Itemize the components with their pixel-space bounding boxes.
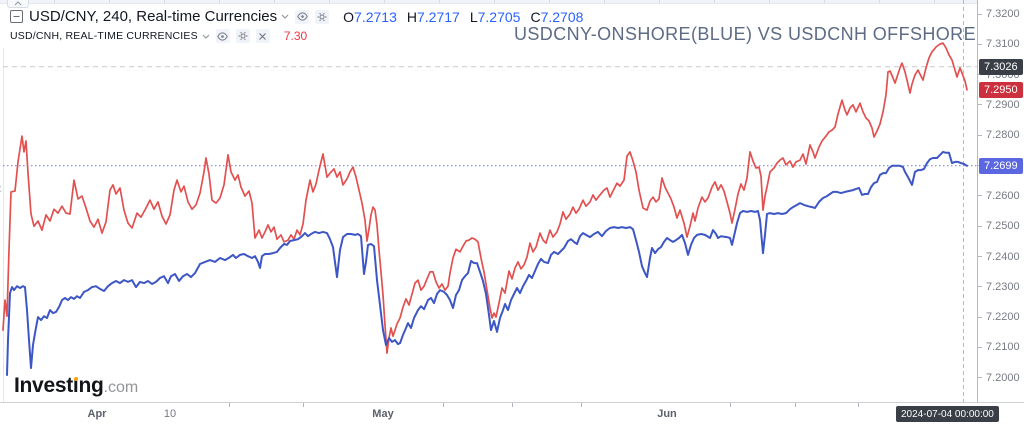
time-axis-label: 10 [163, 408, 177, 420]
price-axis-label: 7.2300 [978, 280, 1020, 294]
price-tag-usdcnh: 7.2950 [979, 81, 1023, 98]
expand-toolbar-tab[interactable] [7, 0, 29, 8]
price-axis-label: 7.2500 [978, 219, 1020, 233]
price-axis[interactable]: 7.32007.31007.30007.29007.28007.27007.26… [977, 0, 1024, 414]
series-line-usdcny-onshore [6, 150, 968, 376]
time-axis-tick [512, 403, 513, 407]
ohlc-close-value: 7.2708 [540, 8, 584, 25]
symbol-title-usdcnh[interactable]: USD/CNH, REAL-TIME CURRENCIES [10, 30, 198, 42]
legend: USD/CNY, 240, Real-time Currencies O7.27… [10, 8, 583, 43]
time-axis-tick [303, 403, 304, 407]
price-axis-label: 7.2800 [978, 128, 1020, 142]
close-icon [259, 32, 267, 40]
ohlc-high-value: 7.2717 [417, 8, 460, 25]
logo-suffix: .com [103, 379, 139, 396]
chevron-down-icon[interactable] [281, 14, 289, 19]
logo-part1: Invest [14, 374, 73, 397]
time-axis-tick [795, 403, 796, 407]
collapse-drawing-toolbar-button[interactable]: ‹ [0, 181, 2, 197]
ohlc-high-label: H [406, 8, 417, 25]
logo-part2: ng [78, 374, 104, 397]
ohlc-close-label: C [530, 8, 541, 25]
investing-logo: Investı ng.com [14, 374, 138, 398]
price-tag-level: 7.3026 [979, 58, 1023, 75]
eye-icon [296, 12, 308, 21]
price-axis-label: 7.3100 [978, 37, 1020, 51]
time-axis-tick [581, 403, 582, 407]
remove-series-button[interactable] [255, 29, 270, 43]
time-axis-tick [229, 403, 230, 407]
time-axis-tick [730, 403, 731, 407]
time-axis-label: Apr [87, 408, 107, 420]
price-axis-label: 7.3200 [978, 7, 1020, 21]
series-line-usdcnh-offshore [2, 42, 968, 354]
ohlc-open-label: O [343, 8, 355, 25]
price-axis-label: 7.2900 [978, 98, 1020, 112]
ohlc-values: O7.2713 H7.2717 L7.2705 C7.2708 [343, 9, 583, 25]
hide-series-button[interactable] [295, 9, 310, 24]
time-axis-tick [858, 403, 859, 407]
logo-orange-dot-icon [73, 376, 79, 381]
price-axis-label: 7.2400 [978, 250, 1020, 264]
time-axis[interactable]: Apr 10 May Jun 2024-07-04 00:00:00 [0, 402, 1024, 425]
price-axis-label: 7.2100 [978, 340, 1020, 354]
legend-collapse-icon[interactable] [10, 10, 23, 23]
eye-icon [217, 31, 229, 41]
usdcnh-last-value: 7.30 [283, 29, 308, 43]
time-axis-tick [443, 403, 444, 407]
series-settings-button[interactable] [235, 29, 250, 43]
gear-icon [317, 12, 327, 21]
logo-dotless-i: ı [72, 374, 79, 397]
legend-row-usdcny: USD/CNY, 240, Real-time Currencies O7.27… [10, 8, 583, 25]
ohlc-low-label: L [469, 8, 478, 25]
series-settings-button[interactable] [315, 9, 330, 24]
collapsed-toolbar-strip [0, 0, 1024, 4]
date-tag: 2024-07-04 00:00:00 [896, 406, 999, 422]
chevron-down-icon[interactable] [202, 34, 210, 39]
time-axis-label: Jun [657, 408, 677, 420]
price-axis-label: 7.2200 [978, 310, 1020, 324]
hide-series-button[interactable] [215, 29, 230, 43]
chevron-up-icon [14, 1, 22, 6]
time-axis-label: May [372, 408, 394, 420]
price-axis-label: 7.2000 [978, 371, 1020, 385]
price-axis-label: 7.2600 [978, 189, 1020, 203]
ohlc-open-value: 7.2713 [354, 8, 397, 25]
symbol-title-usdcny[interactable]: USD/CNY, 240, Real-time Currencies [29, 8, 278, 25]
legend-row-usdcnh: USD/CNH, REAL-TIME CURRENCIES 7.30 [10, 29, 583, 43]
ohlc-low-value: 7.2705 [477, 8, 521, 25]
price-tag-usdcny: 7.2699 [979, 157, 1023, 174]
gear-icon [238, 31, 248, 41]
chart-title: USDCNY-ONSHORE(BLUE) VS USDCNH OFFSHORE … [514, 24, 1024, 44]
